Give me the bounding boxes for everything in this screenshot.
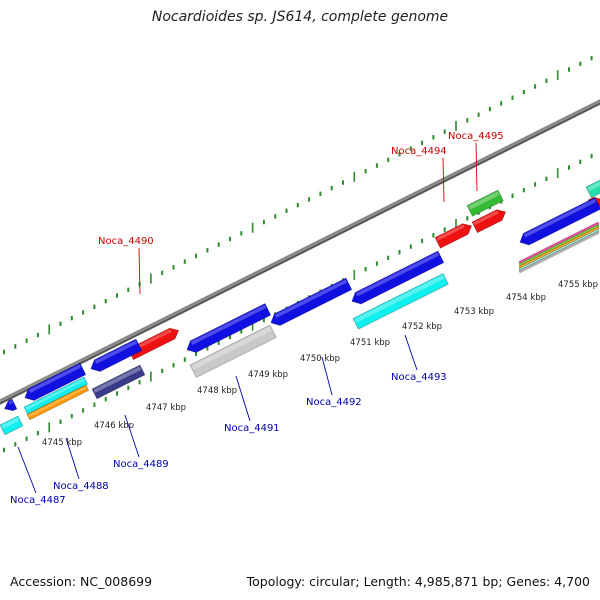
feature-edge-right-blue-shine: [523, 198, 597, 238]
feature-edge-teal-body: [585, 179, 600, 199]
feature-noca-4488-orange-body: [26, 384, 90, 421]
leader-forward: [442, 157, 445, 203]
scale-label: 4747 kbp: [146, 403, 186, 413]
leader-reverse: [65, 437, 80, 480]
feature-noca-4488-orange: [26, 384, 90, 421]
feature-noca-4488-shine: [28, 364, 82, 393]
feature-edge-blue-body: [4, 398, 18, 412]
feature-noca-4494-shine: [436, 224, 465, 241]
feature-noca-4493-shine: [355, 252, 440, 297]
scale-label: 4753 kbp: [454, 307, 494, 317]
feature-noca-4488-cyan-body: [23, 376, 88, 415]
label-leaders: [17, 142, 478, 494]
backbone: [0, 99, 600, 405]
feature-noca-4492: [270, 277, 353, 326]
feature-noca-4491-body: [186, 303, 272, 353]
feature-noca-4489-shine: [94, 340, 138, 364]
leader-forward: [138, 247, 141, 295]
label-texts: 4745 kbp 4746 kbp 4747 kbp 4748 kbp 4749 kbp…: [10, 131, 598, 506]
feature-noca-4491-shine: [190, 304, 267, 345]
feature-multi-stripe-body: [518, 230, 600, 274]
scale-label: 4745 kbp: [42, 438, 82, 448]
feature-noca-4492-shine: [274, 279, 348, 318]
genome-summary-text: Topology: circular; Length: 4,985,871 bp…: [246, 574, 590, 589]
leader-reverse: [235, 375, 251, 422]
scale-label: 4750 kbp: [300, 354, 340, 364]
leader-reverse: [404, 334, 418, 371]
leader-reverse: [17, 446, 37, 494]
feature-edge-right-blue: [519, 197, 600, 246]
feature-cyan-left: [0, 415, 24, 436]
backbone-highlight: [0, 99, 600, 403]
scale-label: 4748 kbp: [197, 386, 237, 396]
feature-noca-4491-grey-body: [189, 324, 277, 378]
feature-multi-stripe-shine: [520, 225, 598, 265]
accession-text: Accession: NC_008699: [10, 574, 153, 589]
feature-noca-4495-rna-body: [466, 189, 504, 217]
feature-noca-4488-cyan-shine: [25, 378, 85, 410]
feature-noca-4488-body: [24, 362, 87, 401]
feature-noca-4493-body: [351, 250, 445, 305]
gene-label-reverse: Noca_4493: [391, 372, 447, 383]
gene-label-forward: Noca_4490: [98, 236, 154, 247]
map-title: Nocardioides sp. JS614, complete genome: [151, 9, 449, 25]
feature-noca-4495-rna-shine: [468, 191, 500, 210]
leader-reverse: [124, 414, 140, 458]
feature-noca-4488-orange-shine: [28, 386, 87, 417]
feature-multi-stripe-shine: [520, 227, 598, 268]
feature-edge-blue: [4, 398, 18, 412]
feature-multi-stripe: [518, 230, 600, 274]
scale-label: 4751 kbp: [350, 338, 390, 348]
leader-forward: [475, 142, 478, 192]
feature-noca-4494: [434, 223, 473, 249]
feature-edge-blue-shine: [8, 400, 13, 405]
feature-noca-4490: [127, 327, 180, 361]
gene-label-forward: Noca_4494: [391, 146, 447, 157]
gene-label-reverse: Noca_4491: [224, 423, 280, 434]
feature-noca-4495-body: [471, 209, 507, 234]
feature-edge-teal-shine: [587, 181, 600, 192]
feature-multi-stripe-shine: [520, 223, 598, 263]
gene-label-reverse: Noca_4487: [10, 495, 66, 506]
feature-noca-4493-cyan-body: [352, 273, 449, 330]
feature-noca-4489-navy-shine: [93, 366, 142, 393]
feature-noca-4493-cyan-shine: [354, 274, 445, 323]
feature-edge-teal: [585, 179, 600, 199]
scale-label: 4746 kbp: [94, 421, 134, 431]
feature-multi-stripe-shine: [520, 232, 598, 272]
feature-noca-4491-grey: [189, 324, 277, 378]
feature-noca-4491-grey-shine: [191, 326, 272, 370]
gene-features: [0, 179, 600, 436]
scale-label: 4754 kbp: [506, 293, 546, 303]
feature-noca-4490-body: [127, 327, 180, 361]
feature-noca-4489-body: [90, 338, 143, 372]
feature-cyan-left-shine: [1, 417, 20, 429]
leader-reverse: [321, 356, 333, 396]
feature-noca-4488: [24, 362, 87, 401]
feature-noca-4489: [90, 338, 143, 372]
feature-noca-4492-body: [270, 277, 353, 326]
feature-noca-4495-shine: [473, 210, 499, 226]
scale-label: 4749 kbp: [248, 370, 288, 380]
feature-noca-4493-cyan: [352, 273, 449, 330]
gene-label-reverse: Noca_4492: [306, 397, 362, 408]
feature-noca-4493: [351, 250, 445, 305]
feature-noca-4488-cyan: [23, 376, 88, 415]
gene-label-reverse: Noca_4489: [113, 459, 169, 470]
feature-noca-4489-navy-body: [91, 364, 146, 400]
scale-label: 4755 kbp: [558, 280, 598, 290]
feature-noca-4491: [186, 303, 272, 353]
scale-label: 4752 kbp: [402, 322, 442, 332]
feature-noca-4489-navy: [91, 364, 146, 400]
gene-label-reverse: Noca_4488: [53, 481, 109, 492]
feature-noca-4494-body: [434, 223, 473, 249]
feature-noca-4495: [471, 209, 507, 234]
feature-multi-stripe-shine: [520, 230, 598, 270]
feature-cyan-left-body: [0, 415, 24, 436]
feature-noca-4495-rna: [466, 189, 504, 217]
feature-noca-4490-shine: [129, 329, 172, 353]
gene-label-forward: Noca_4495: [448, 131, 504, 142]
feature-edge-right-blue-body: [519, 197, 600, 246]
